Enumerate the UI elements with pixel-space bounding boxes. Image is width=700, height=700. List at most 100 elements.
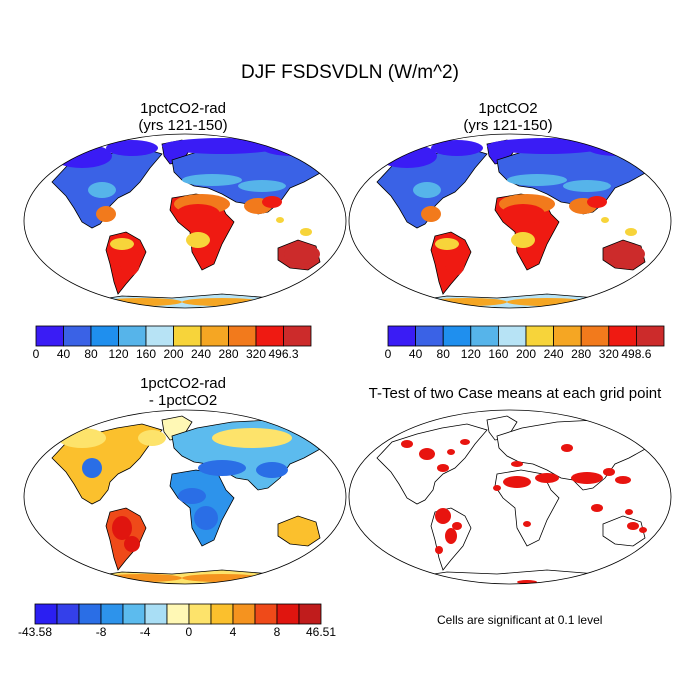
colorbar-swatch <box>210 603 234 625</box>
significant-cell <box>435 508 451 524</box>
diff-positive-north <box>212 428 292 448</box>
map-diff <box>23 409 347 585</box>
colorbar-swatch <box>63 325 92 347</box>
tropic-high-value <box>176 204 220 224</box>
colorbar-swatch <box>525 325 555 347</box>
panel-title-rad-line2: (yrs 121-150) <box>138 117 228 134</box>
significant-cell <box>493 485 501 491</box>
colorbar-swatch <box>415 325 444 347</box>
diff-antarctic <box>182 574 262 582</box>
colorbar-swatch <box>56 603 80 625</box>
colorbar-label: 80 <box>437 347 451 361</box>
subtropic-high-value <box>421 206 441 222</box>
colorbar-label: 0 <box>33 347 40 361</box>
colorbar-label: -8 <box>96 625 107 639</box>
subtropic-high-value <box>96 206 116 222</box>
colorbar-swatch <box>580 325 610 347</box>
significant-cell <box>445 528 457 544</box>
high-lat-low-value <box>52 144 112 168</box>
mid-lat-value <box>563 180 611 192</box>
diff-negative <box>82 458 102 478</box>
diff-negative-africa <box>194 506 218 530</box>
colorbar-label: 40 <box>57 347 71 361</box>
diff-positive-north <box>58 428 106 448</box>
colorbar-swatch <box>298 603 322 625</box>
colorbar-swatch <box>608 325 637 347</box>
colorbar-swatch <box>254 603 278 625</box>
mid-lat-value <box>238 180 286 192</box>
significant-cell <box>625 509 633 515</box>
colorbar-label: 120 <box>108 347 128 361</box>
colorbar-swatch <box>100 603 124 625</box>
significant-cell <box>523 521 531 527</box>
panel-title-rad-line1: 1pctCO2-rad <box>140 100 226 117</box>
colorbar-label: 120 <box>461 347 481 361</box>
colorbar-swatch <box>232 603 256 625</box>
diff-negative <box>198 460 246 476</box>
mid-lat-value <box>507 174 567 186</box>
colorbar-ctl: 0 40 80 120 160 200 240 280 320 498.6 <box>385 325 665 361</box>
colorbar-label: 200 <box>516 347 536 361</box>
panel-title-diff: 1pctCO2-rad - 1pctCO2 <box>28 375 338 409</box>
map-ctl <box>348 133 672 309</box>
map-frame <box>348 133 672 309</box>
colorbar-swatch <box>78 603 102 625</box>
colorbar-label: 200 <box>163 347 183 361</box>
colorbar-swatch <box>35 325 64 347</box>
colorbar-label: 496.3 <box>268 347 298 361</box>
panel-title-diff-line1: 1pctCO2-rad <box>140 375 226 392</box>
significant-cell <box>627 522 639 530</box>
significant-cell <box>511 461 523 467</box>
colorbar-swatch <box>387 325 417 347</box>
colorbar-label: 160 <box>488 347 508 361</box>
high-lat-low-value <box>377 144 437 168</box>
antarctic-value <box>507 298 587 306</box>
moderate-value <box>110 238 134 250</box>
colorbar-label: 280 <box>571 347 591 361</box>
high-lat-low-value <box>587 140 647 156</box>
map-frame <box>348 409 672 585</box>
panel-title-diff-line2: - 1pctCO2 <box>148 392 218 409</box>
colorbar-label: 40 <box>409 347 423 361</box>
panel-title-ctl: 1pctCO2 (yrs 121-150) <box>353 100 663 134</box>
colorbar-label: 160 <box>136 347 156 361</box>
significant-cell <box>460 439 470 445</box>
colorbar-label: 80 <box>84 347 98 361</box>
colorbar-label: -43.58 <box>18 625 52 639</box>
diff-positive-north <box>138 430 166 446</box>
colorbar-swatch <box>200 325 229 347</box>
australia-high <box>609 244 645 264</box>
significant-cell <box>435 546 443 554</box>
colorbar-swatch <box>276 603 300 625</box>
colorbar-swatch <box>144 603 168 625</box>
colorbar-swatch <box>635 325 665 347</box>
significant-cell <box>452 522 462 530</box>
colorbar-label: 320 <box>246 347 266 361</box>
significant-cell <box>561 444 573 452</box>
significance-note: Cells are significant at 0.1 level <box>437 613 603 627</box>
panel-title-ttest-line1: T-Test of two Case means at each grid po… <box>368 385 662 402</box>
colorbar-swatch <box>173 325 202 347</box>
colorbar-rad: 0 40 80 120 160 200 240 280 320 496.3 <box>33 325 312 361</box>
significant-cell <box>447 449 455 455</box>
figure-title: DJF FSDSVDLN (W/m^2) <box>241 62 459 83</box>
significant-cell <box>419 448 435 460</box>
significant-cell <box>437 464 449 472</box>
colorbar-diff: -43.58 -8 -4 0 4 8 46.51 <box>18 603 336 639</box>
significant-cell <box>615 476 631 484</box>
moderate-value <box>601 217 609 223</box>
colorbar-swatch <box>122 603 146 625</box>
map-frame <box>23 409 347 585</box>
panel-title-ctl-line2: (yrs 121-150) <box>463 117 553 134</box>
colorbar-swatch <box>188 603 212 625</box>
significant-cell <box>603 468 615 476</box>
high-lat-low-value <box>431 140 483 156</box>
colorbar-label: 8 <box>274 625 281 639</box>
diff-positive-samerica <box>112 516 132 540</box>
panel-title-ctl-line1: 1pctCO2 <box>478 100 538 117</box>
moderate-value <box>276 217 284 223</box>
map-frame <box>23 133 347 309</box>
colorbar-swatch <box>118 325 147 347</box>
colorbar-swatch <box>283 325 312 347</box>
mid-lat-value <box>413 182 441 198</box>
